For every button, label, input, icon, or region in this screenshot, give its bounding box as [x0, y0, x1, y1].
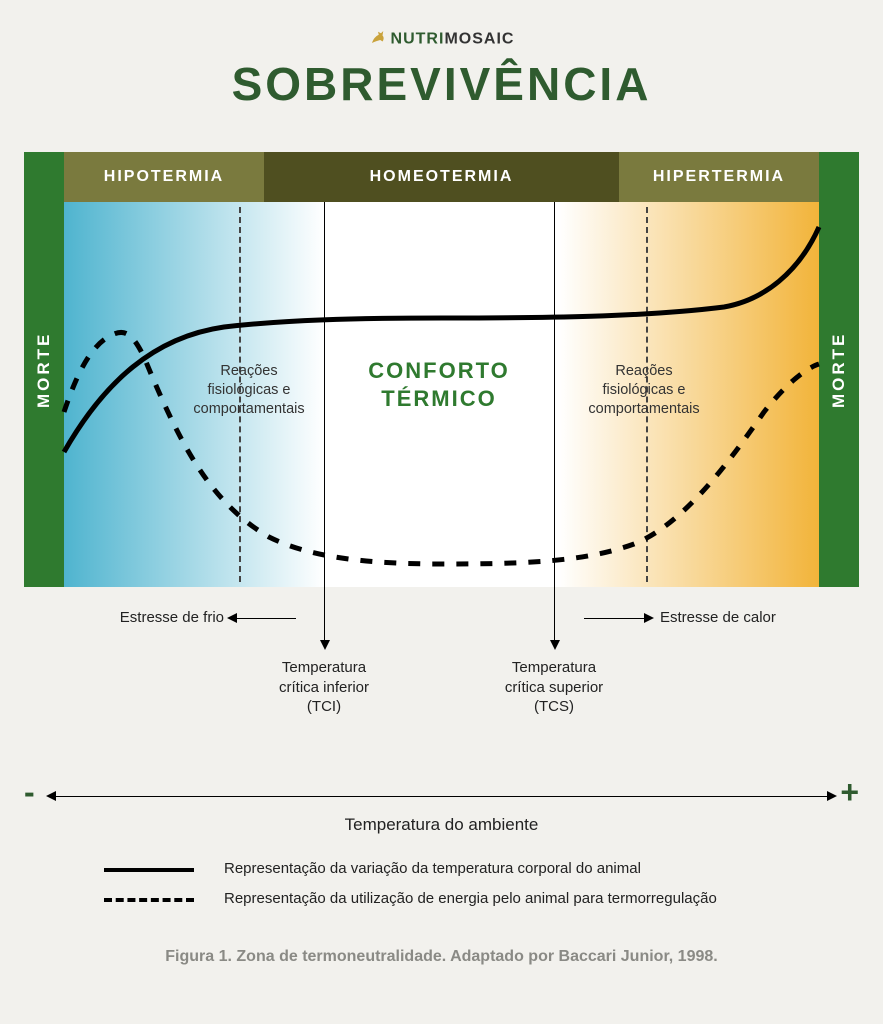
legend-dashed-line: [104, 898, 194, 902]
estresse-calor-label: Estresse de calor: [660, 608, 820, 628]
tcs-arrowhead: [550, 640, 560, 650]
arrowhead-calor: [644, 613, 654, 623]
axis-arrow-r: [827, 791, 837, 801]
tcs-arrow-stem: [554, 587, 555, 642]
below-chart: Estresse de frio Estresse de calor Tempe…: [24, 596, 859, 976]
legend-dashed-text: Representação da utilização de energia p…: [224, 890, 717, 907]
energy-curve: [64, 332, 819, 564]
legend-solid-text: Representação da variação da temperatura…: [224, 860, 641, 877]
axis-arrow-l: [46, 791, 56, 801]
arrowhead-frio: [227, 613, 237, 623]
brand-part2: MOSAIC: [444, 31, 514, 48]
arrow-calor: [584, 618, 646, 619]
axis-label: Temperatura do ambiente: [24, 814, 859, 836]
tci-arrow-stem: [324, 587, 325, 642]
tci-arrowhead: [320, 640, 330, 650]
axis-plus: +: [840, 774, 859, 811]
curves-svg: [24, 152, 859, 587]
main-title: SOBREVIVÊNCIA: [0, 57, 883, 111]
tci-label: Temperaturacrítica inferior(TCI): [254, 658, 394, 717]
estresse-frio-label: Estresse de frio: [84, 608, 224, 628]
body-temp-curve: [64, 227, 819, 452]
figure-caption: Figura 1. Zona de termoneutralidade. Ada…: [24, 948, 859, 966]
legend-solid-line: [104, 868, 194, 872]
axis-line: [54, 796, 829, 797]
brand-logo: NUTRIMOSAIC: [0, 0, 883, 51]
brand-part1: NUTRI: [391, 31, 445, 48]
arrow-frio: [234, 618, 296, 619]
chart-zone: MORTE MORTE HIPOTERMIA HOMEOTERMIA HIPER…: [24, 152, 859, 587]
tcs-label: Temperaturacrítica superior(TCS): [484, 658, 624, 717]
axis-minus: -: [24, 774, 35, 811]
horse-icon: [369, 28, 387, 51]
